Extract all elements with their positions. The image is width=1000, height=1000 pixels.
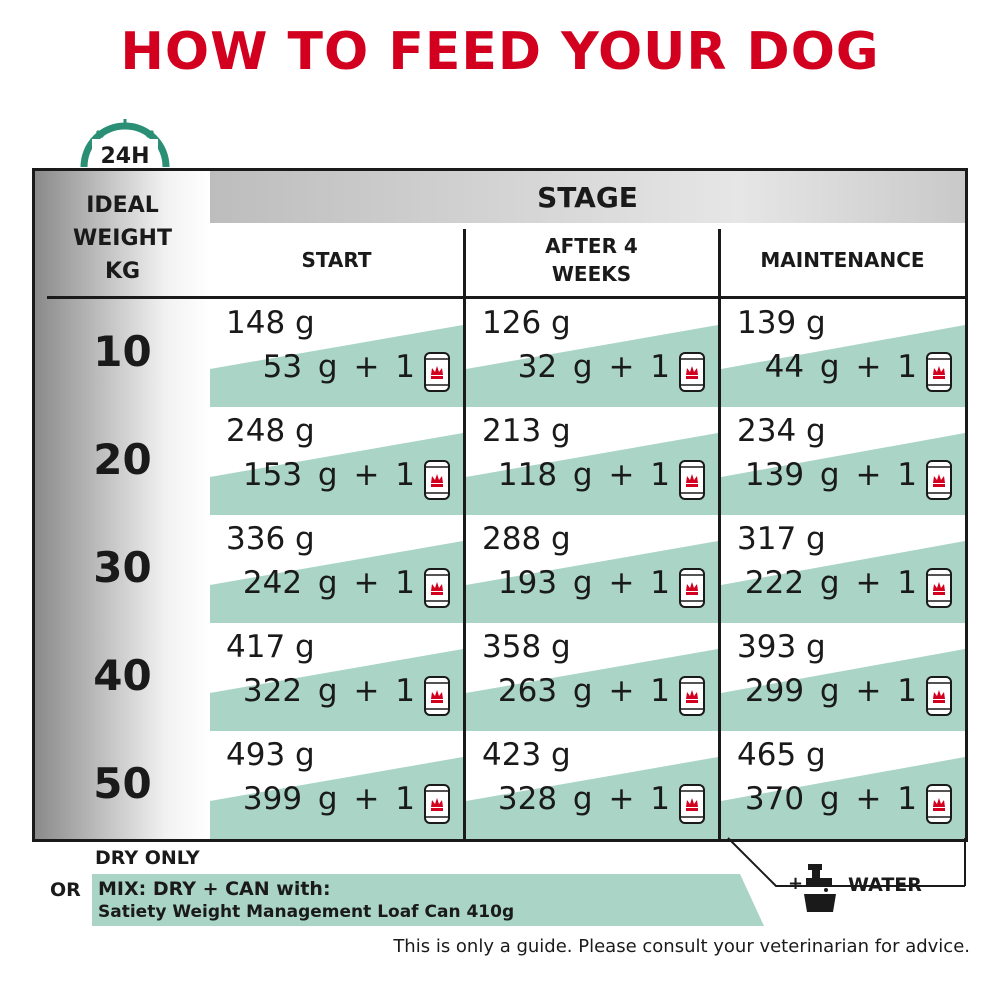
feeding-cell: 393 g 299 g + 1	[721, 623, 965, 731]
cell-bg	[721, 757, 965, 839]
feeding-cell: 248 g 153 g + 1	[210, 407, 463, 515]
mix-amount: 222 g + 1	[744, 565, 917, 601]
cell-bg	[466, 433, 718, 515]
dry-amount: 248 g	[226, 413, 315, 449]
feeding-cell: 493 g 399 g + 1	[210, 731, 463, 839]
feeding-table: STAGE IDEAL WEIGHT KG START AFTER 4 WEEKS…	[32, 168, 968, 842]
legend-product: Satiety Weight Management Loaf Can 410g	[98, 902, 515, 922]
feeding-cell: 336 g 242 g + 1	[210, 515, 463, 623]
dry-amount: 393 g	[737, 629, 826, 665]
footnote: This is only a guide. Please consult you…	[393, 936, 970, 957]
cell-bg	[466, 757, 718, 839]
cell-bg	[210, 541, 463, 623]
mix-amount: 370 g + 1	[744, 781, 917, 817]
weight-label: 40	[93, 651, 152, 700]
mix-amount: 193 g + 1	[497, 565, 670, 601]
dry-amount: 417 g	[226, 629, 315, 665]
row-header: IDEAL WEIGHT KG	[73, 193, 172, 284]
weight-label: 30	[93, 543, 152, 592]
dry-amount: 317 g	[737, 521, 826, 557]
weight-label: 10	[93, 327, 152, 376]
weight-column-bg	[35, 171, 210, 839]
header-rule	[47, 296, 965, 299]
mix-amount: 299 g + 1	[744, 673, 917, 709]
column-header: START	[301, 247, 372, 272]
weight-label: 20	[93, 435, 152, 484]
cell-bg	[466, 649, 718, 731]
dry-amount: 139 g	[737, 305, 826, 341]
cell-bg	[721, 541, 965, 623]
cell-bg	[466, 325, 718, 407]
legend-mix: MIX: DRY + CAN with:	[98, 878, 331, 900]
legend-or: OR	[50, 879, 81, 901]
cell-bg	[721, 649, 965, 731]
feeding-cell: 465 g 370 g + 1	[721, 731, 965, 839]
dry-amount: 288 g	[482, 521, 571, 557]
mix-amount: 44 g + 1	[764, 349, 917, 385]
mix-amount: 153 g + 1	[242, 457, 415, 493]
feeding-cell: 423 g 328 g + 1	[466, 731, 718, 839]
mix-amount: 32 g + 1	[517, 349, 670, 385]
badge-label: 24H	[100, 144, 149, 169]
mix-amount: 242 g + 1	[242, 565, 415, 601]
feeding-cell: 148 g 53 g + 1	[210, 299, 463, 407]
mix-amount: 118 g + 1	[497, 457, 670, 493]
feeding-cell: 358 g 263 g + 1	[466, 623, 718, 731]
title: HOW TO FEED YOUR DOG	[120, 22, 880, 82]
dry-amount: 493 g	[226, 737, 315, 773]
legend-shapes	[92, 837, 966, 926]
feeding-cell: 288 g 193 g + 1	[466, 515, 718, 623]
dry-amount: 126 g	[482, 305, 571, 341]
column-header: MAINTENANCE	[760, 247, 925, 272]
cell-bg	[210, 325, 463, 407]
mix-amount: 328 g + 1	[497, 781, 670, 817]
cell-bg	[721, 325, 965, 407]
dry-amount: 358 g	[482, 629, 571, 665]
feeding-cell: 234 g 139 g + 1	[721, 407, 965, 515]
dry-amount: 213 g	[482, 413, 571, 449]
legend-dry: DRY ONLY	[95, 847, 200, 869]
mix-amount: 263 g + 1	[497, 673, 670, 709]
dry-amount: 465 g	[737, 737, 826, 773]
feeding-cell: 139 g 44 g + 1	[721, 299, 965, 407]
feeding-cell: 126 g 32 g + 1	[466, 299, 718, 407]
column-rule	[718, 229, 721, 839]
feeding-cell: 213 g 118 g + 1	[466, 407, 718, 515]
cell-bg	[210, 433, 463, 515]
clock-badge: 24H	[80, 119, 170, 171]
column-header: AFTER 4 WEEKS	[545, 233, 638, 286]
mix-amount: 399 g + 1	[242, 781, 415, 817]
column-rule	[463, 229, 466, 839]
mix-amount: 322 g + 1	[242, 673, 415, 709]
dry-amount: 234 g	[737, 413, 826, 449]
stage-band	[210, 171, 965, 223]
dry-amount: 148 g	[226, 305, 315, 341]
cell-bg	[210, 649, 463, 731]
mix-amount: 139 g + 1	[744, 457, 917, 493]
feeding-cell: 417 g 322 g + 1	[210, 623, 463, 731]
stage-header: STAGE	[537, 181, 638, 214]
legend-plus: +	[788, 873, 804, 894]
mix-amount: 53 g + 1	[262, 349, 415, 385]
cell-bg	[466, 541, 718, 623]
feeding-cell: 317 g 222 g + 1	[721, 515, 965, 623]
cell-bg	[210, 757, 463, 839]
weight-label: 50	[93, 759, 152, 808]
cell-bg	[721, 433, 965, 515]
legend-water: WATER	[848, 874, 922, 896]
dry-amount: 423 g	[482, 737, 571, 773]
dry-amount: 336 g	[226, 521, 315, 557]
